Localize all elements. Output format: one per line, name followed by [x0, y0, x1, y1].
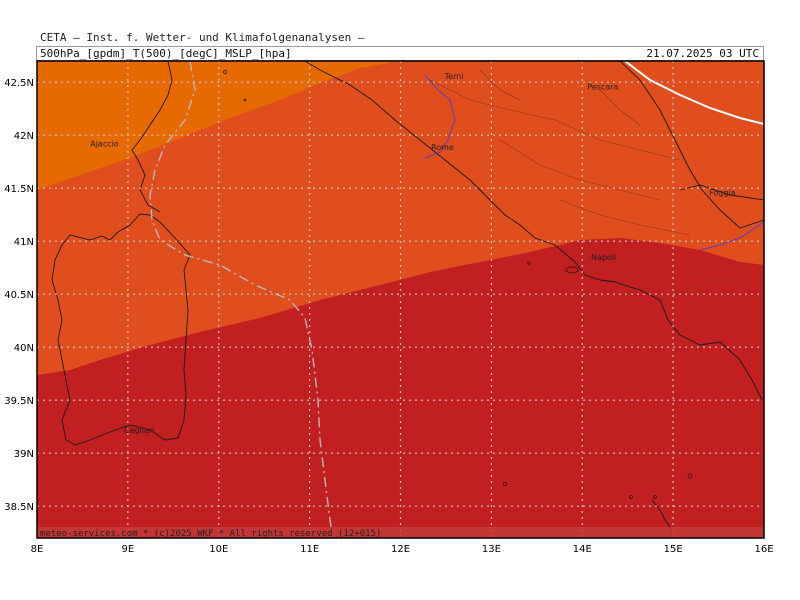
- city-label-napoli: Napoli: [591, 253, 616, 262]
- footer-band: [37, 527, 764, 538]
- geopotential-contour: [149, 61, 334, 538]
- lat-tick-label: 39N: [14, 449, 34, 460]
- region-borders: [429, 69, 751, 301]
- lat-tick-label: 39.5N: [4, 396, 34, 407]
- lon-tick-label: 9E: [122, 544, 135, 555]
- city-label-pescara: Pescara: [587, 82, 618, 91]
- city-labels: Terni Pescara Ajaccio Rome Foggia Napoli Cagli…: [90, 72, 735, 435]
- lon-tick-label: 13E: [482, 544, 501, 555]
- city-label-cagliari: Cagliari: [124, 426, 154, 435]
- lat-tick-label: 38.5N: [4, 502, 34, 513]
- lat-tick-label: 40.5N: [4, 290, 34, 301]
- axis-labels: 8E 9E 10E 11E 12E 13E 14E 15E 16E 42.5N 42N 41.5N 41…: [4, 78, 773, 555]
- lon-tick-label: 15E: [664, 544, 683, 555]
- lat-tick-label: 42.5N: [4, 78, 34, 89]
- islands: [223, 70, 693, 499]
- lat-tick-label: 42N: [14, 131, 34, 142]
- lon-tick-label: 14E: [573, 544, 592, 555]
- city-label-terni: Terni: [444, 72, 464, 81]
- lat-lon-grid: [37, 61, 764, 538]
- rivers: [424, 74, 764, 251]
- valid-time: 21.07.2025 03 UTC: [646, 47, 759, 60]
- city-label-rome: Rome: [431, 143, 454, 152]
- lat-tick-label: 40N: [14, 343, 34, 354]
- city-label-ajaccio: Ajaccio: [90, 140, 119, 149]
- lon-tick-label: 12E: [391, 544, 410, 555]
- lat-tick-label: 41.5N: [4, 184, 34, 195]
- coastlines: [51, 61, 764, 538]
- map-frame: [36, 60, 765, 539]
- institute-title: CETA — Inst. f. Wetter- und Klimafolgena…: [40, 31, 365, 44]
- lon-tick-label: 10E: [209, 544, 228, 555]
- lon-tick-label: 11E: [300, 544, 319, 555]
- lon-tick-label: 8E: [31, 544, 44, 555]
- lon-tick-label: 16E: [754, 544, 773, 555]
- lat-tick-label: 41N: [14, 237, 34, 248]
- city-label-foggia: Foggia: [709, 188, 736, 197]
- isobar: [624, 61, 764, 125]
- product-title: 500hPa_[gpdm]_T(500)_[degC]_MSLP_[hpa]: [40, 47, 292, 60]
- footer-credit: meteo-services.com * (c)2025 WKF * All r…: [40, 529, 381, 539]
